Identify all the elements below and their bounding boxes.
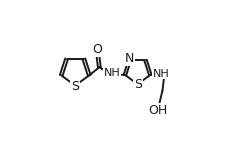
Text: S: S [134,78,142,91]
Text: NH: NH [153,68,170,79]
Text: N: N [125,52,135,65]
Text: S: S [71,80,79,93]
Text: O: O [93,43,103,56]
Text: OH: OH [148,104,167,117]
Text: NH: NH [104,68,120,78]
